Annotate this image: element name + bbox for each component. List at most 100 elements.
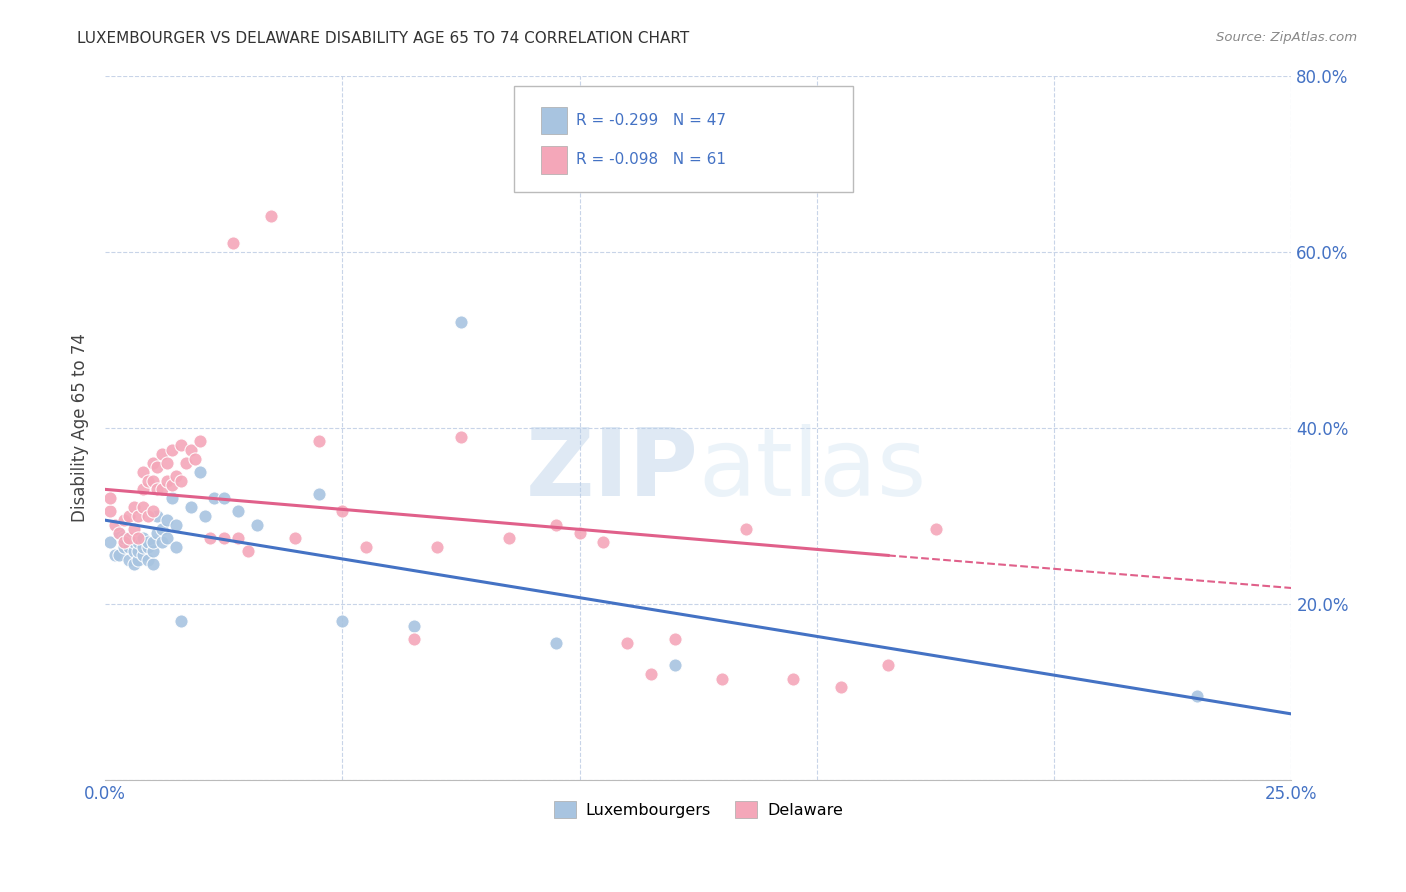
- Point: [308, 434, 330, 448]
- Point: [450, 315, 472, 329]
- Point: [308, 487, 330, 501]
- Point: [98, 504, 121, 518]
- Point: [202, 491, 225, 505]
- Point: [592, 535, 614, 549]
- Point: [212, 491, 235, 505]
- Point: [127, 508, 149, 523]
- Point: [160, 442, 183, 457]
- Point: [118, 540, 141, 554]
- Point: [498, 531, 520, 545]
- Point: [104, 549, 127, 563]
- Point: [132, 483, 155, 497]
- Point: [132, 465, 155, 479]
- Point: [544, 517, 567, 532]
- Point: [877, 658, 900, 673]
- Point: [122, 544, 145, 558]
- Point: [127, 544, 149, 558]
- Point: [132, 500, 155, 514]
- Point: [112, 535, 135, 549]
- Point: [616, 636, 638, 650]
- Point: [118, 531, 141, 545]
- Point: [222, 235, 245, 250]
- Point: [127, 531, 149, 545]
- Point: [122, 522, 145, 536]
- Point: [104, 517, 127, 532]
- Text: R = -0.098   N = 61: R = -0.098 N = 61: [576, 153, 725, 168]
- Point: [132, 540, 155, 554]
- Point: [664, 658, 686, 673]
- Point: [150, 522, 173, 536]
- Point: [142, 544, 165, 558]
- Point: [170, 474, 193, 488]
- Point: [734, 522, 756, 536]
- Point: [142, 504, 165, 518]
- Y-axis label: Disability Age 65 to 74: Disability Age 65 to 74: [72, 334, 89, 522]
- Point: [112, 513, 135, 527]
- Point: [150, 483, 173, 497]
- Text: R = -0.299   N = 47: R = -0.299 N = 47: [576, 113, 725, 128]
- Point: [165, 540, 187, 554]
- Point: [260, 210, 283, 224]
- Point: [165, 469, 187, 483]
- Point: [127, 553, 149, 567]
- Point: [194, 508, 217, 523]
- Point: [236, 544, 259, 558]
- Point: [156, 474, 179, 488]
- Point: [146, 526, 169, 541]
- Point: [354, 540, 377, 554]
- Point: [184, 451, 207, 466]
- Point: [112, 531, 135, 545]
- Point: [156, 531, 179, 545]
- Point: [188, 434, 211, 448]
- Point: [142, 558, 165, 572]
- Point: [402, 619, 425, 633]
- Point: [782, 672, 804, 686]
- Point: [174, 456, 197, 470]
- Point: [402, 632, 425, 646]
- Point: [830, 681, 852, 695]
- Point: [132, 531, 155, 545]
- Point: [544, 636, 567, 650]
- Point: [136, 553, 159, 567]
- Point: [150, 535, 173, 549]
- Point: [160, 478, 183, 492]
- Text: Source: ZipAtlas.com: Source: ZipAtlas.com: [1216, 31, 1357, 45]
- FancyBboxPatch shape: [540, 107, 567, 135]
- Point: [1185, 690, 1208, 704]
- Point: [188, 465, 211, 479]
- Point: [142, 535, 165, 549]
- Point: [136, 535, 159, 549]
- Point: [165, 517, 187, 532]
- Point: [122, 500, 145, 514]
- Point: [142, 474, 165, 488]
- Text: LUXEMBOURGER VS DELAWARE DISABILITY AGE 65 TO 74 CORRELATION CHART: LUXEMBOURGER VS DELAWARE DISABILITY AGE …: [77, 31, 689, 46]
- Text: ZIP: ZIP: [526, 424, 699, 516]
- Point: [924, 522, 946, 536]
- Point: [146, 508, 169, 523]
- FancyBboxPatch shape: [515, 87, 852, 192]
- Point: [146, 460, 169, 475]
- Point: [150, 447, 173, 461]
- Point: [170, 615, 193, 629]
- Point: [450, 429, 472, 443]
- Point: [127, 535, 149, 549]
- Point: [136, 508, 159, 523]
- Point: [142, 456, 165, 470]
- Point: [332, 615, 354, 629]
- Point: [122, 558, 145, 572]
- Point: [98, 535, 121, 549]
- Point: [98, 491, 121, 505]
- Point: [284, 531, 307, 545]
- Point: [112, 540, 135, 554]
- FancyBboxPatch shape: [540, 146, 567, 174]
- Text: atlas: atlas: [699, 424, 927, 516]
- Point: [212, 531, 235, 545]
- Point: [246, 517, 269, 532]
- Point: [160, 491, 183, 505]
- Point: [118, 553, 141, 567]
- Point: [180, 500, 202, 514]
- Point: [146, 483, 169, 497]
- Point: [108, 526, 131, 541]
- Point: [640, 667, 662, 681]
- Point: [664, 632, 686, 646]
